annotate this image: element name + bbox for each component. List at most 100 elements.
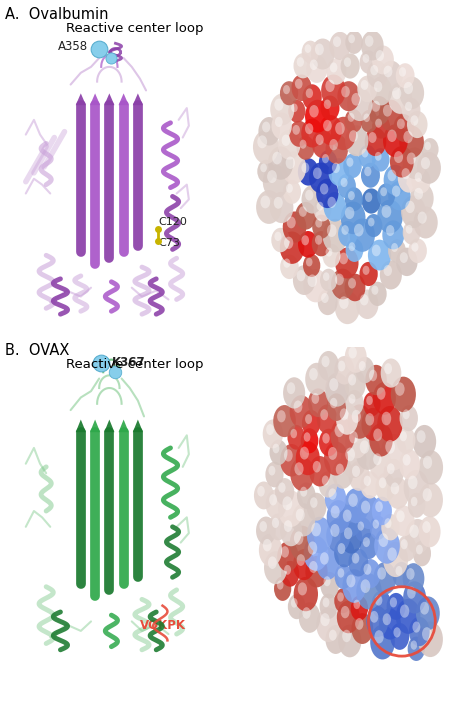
- Circle shape: [370, 65, 378, 76]
- Circle shape: [401, 539, 408, 550]
- Circle shape: [278, 491, 304, 527]
- Circle shape: [413, 425, 436, 458]
- Circle shape: [357, 76, 377, 102]
- Circle shape: [272, 151, 282, 164]
- Circle shape: [281, 561, 299, 587]
- Circle shape: [328, 447, 337, 460]
- Circle shape: [360, 471, 380, 498]
- Circle shape: [256, 190, 282, 224]
- Circle shape: [325, 373, 349, 407]
- Circle shape: [337, 81, 360, 111]
- Circle shape: [355, 517, 372, 542]
- Circle shape: [359, 361, 366, 371]
- Circle shape: [327, 224, 337, 237]
- Circle shape: [294, 577, 318, 611]
- Circle shape: [399, 125, 424, 158]
- Circle shape: [263, 165, 289, 198]
- Circle shape: [309, 561, 318, 573]
- Circle shape: [339, 297, 349, 309]
- Circle shape: [260, 196, 270, 208]
- Polygon shape: [104, 419, 114, 432]
- Circle shape: [267, 170, 277, 183]
- Circle shape: [309, 456, 330, 486]
- Circle shape: [296, 508, 305, 522]
- Polygon shape: [104, 93, 114, 105]
- Text: Reactive center loop: Reactive center loop: [66, 358, 204, 371]
- Circle shape: [335, 564, 352, 589]
- Circle shape: [372, 497, 392, 525]
- Circle shape: [363, 392, 381, 416]
- Circle shape: [361, 31, 383, 60]
- Circle shape: [373, 519, 379, 529]
- Circle shape: [291, 598, 298, 608]
- Circle shape: [304, 536, 328, 571]
- Circle shape: [319, 115, 342, 145]
- Circle shape: [416, 545, 423, 554]
- Circle shape: [383, 165, 407, 196]
- Circle shape: [387, 130, 397, 142]
- Circle shape: [291, 104, 298, 112]
- Circle shape: [356, 290, 379, 319]
- Circle shape: [379, 100, 403, 131]
- Circle shape: [306, 55, 328, 83]
- Circle shape: [320, 95, 339, 121]
- Circle shape: [405, 200, 415, 213]
- Circle shape: [410, 183, 434, 214]
- Circle shape: [349, 130, 358, 142]
- Circle shape: [278, 130, 301, 160]
- Circle shape: [360, 559, 381, 588]
- Circle shape: [258, 117, 280, 146]
- Circle shape: [361, 579, 370, 593]
- Circle shape: [348, 548, 368, 576]
- Circle shape: [316, 179, 338, 208]
- Circle shape: [268, 147, 293, 179]
- Circle shape: [344, 488, 369, 523]
- Circle shape: [335, 273, 344, 285]
- Circle shape: [396, 63, 415, 88]
- Circle shape: [407, 153, 416, 165]
- Circle shape: [311, 39, 334, 69]
- Circle shape: [314, 198, 331, 222]
- Circle shape: [319, 429, 338, 456]
- Circle shape: [359, 262, 378, 286]
- Circle shape: [360, 294, 368, 306]
- Circle shape: [344, 57, 351, 67]
- Circle shape: [376, 50, 384, 61]
- Circle shape: [257, 135, 267, 149]
- Circle shape: [370, 625, 395, 660]
- Circle shape: [400, 76, 424, 109]
- Circle shape: [390, 597, 397, 608]
- Circle shape: [319, 471, 337, 498]
- Circle shape: [383, 220, 404, 250]
- Circle shape: [408, 238, 427, 263]
- Circle shape: [375, 473, 395, 501]
- Circle shape: [368, 218, 374, 226]
- Circle shape: [320, 572, 339, 599]
- Circle shape: [407, 587, 416, 599]
- Circle shape: [346, 575, 356, 587]
- Circle shape: [423, 456, 432, 469]
- Circle shape: [283, 85, 290, 94]
- Circle shape: [283, 496, 292, 510]
- Circle shape: [375, 595, 383, 606]
- Circle shape: [357, 522, 364, 531]
- Circle shape: [332, 163, 340, 173]
- Circle shape: [419, 516, 440, 547]
- Circle shape: [329, 378, 338, 391]
- Circle shape: [369, 423, 393, 456]
- Circle shape: [368, 96, 390, 125]
- Circle shape: [397, 535, 416, 562]
- Circle shape: [262, 121, 270, 132]
- Circle shape: [368, 240, 391, 271]
- Circle shape: [281, 546, 289, 558]
- Circle shape: [385, 440, 395, 454]
- Circle shape: [405, 102, 412, 111]
- Circle shape: [358, 145, 376, 168]
- Circle shape: [347, 88, 373, 121]
- Circle shape: [369, 449, 392, 479]
- Circle shape: [394, 151, 403, 163]
- Circle shape: [309, 105, 319, 118]
- Circle shape: [361, 501, 370, 513]
- Circle shape: [323, 272, 329, 281]
- Circle shape: [400, 252, 408, 263]
